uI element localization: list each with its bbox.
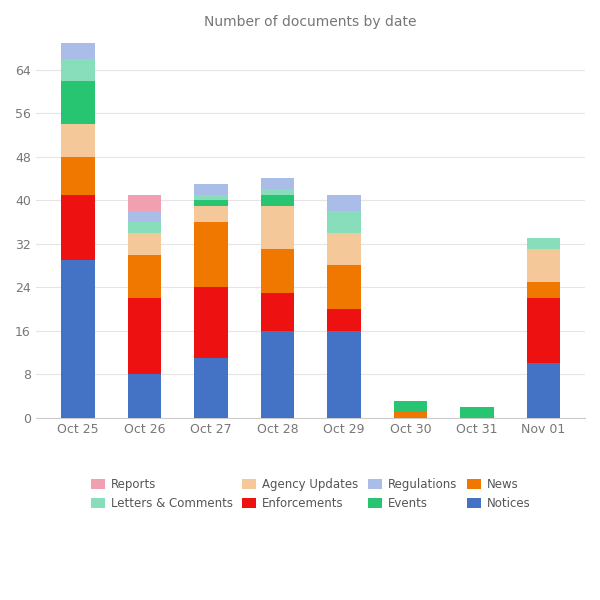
Bar [261, 206, 294, 249]
Bar [527, 298, 560, 364]
Bar [194, 287, 227, 358]
Bar [61, 59, 95, 80]
Bar [128, 298, 161, 374]
Bar [61, 195, 95, 260]
Bar [527, 364, 560, 418]
Bar [394, 401, 427, 412]
Bar [328, 331, 361, 418]
Bar [61, 260, 95, 418]
Bar [194, 206, 227, 222]
Bar [261, 178, 294, 190]
Bar [527, 238, 560, 249]
Bar [328, 211, 361, 233]
Bar [261, 195, 294, 206]
Bar [328, 309, 361, 331]
Bar [261, 190, 294, 195]
Bar [128, 222, 161, 233]
Bar [261, 249, 294, 293]
Bar [61, 157, 95, 195]
Bar [460, 407, 494, 418]
Bar [128, 195, 161, 211]
Bar [328, 195, 361, 211]
Bar [194, 184, 227, 195]
Bar [527, 249, 560, 282]
Bar [394, 412, 427, 418]
Bar [261, 331, 294, 418]
Title: Number of documents by date: Number of documents by date [205, 15, 417, 29]
Bar [128, 211, 161, 222]
Legend: Reports, Letters & Comments, Agency Updates, Enforcements, Regulations, Events, : Reports, Letters & Comments, Agency Upda… [86, 473, 535, 514]
Bar [527, 282, 560, 298]
Bar [61, 124, 95, 157]
Bar [328, 233, 361, 265]
Bar [61, 43, 95, 59]
Bar [194, 200, 227, 206]
Bar [128, 233, 161, 254]
Bar [328, 265, 361, 309]
Bar [128, 374, 161, 418]
Bar [194, 358, 227, 418]
Bar [194, 195, 227, 200]
Bar [61, 80, 95, 124]
Bar [128, 254, 161, 298]
Bar [194, 222, 227, 287]
Bar [261, 293, 294, 331]
